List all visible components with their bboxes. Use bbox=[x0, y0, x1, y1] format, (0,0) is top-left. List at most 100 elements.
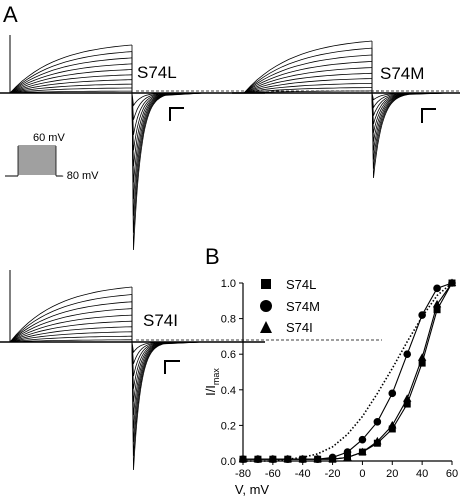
data-point-s74i bbox=[417, 353, 427, 361]
tail-current-sweep bbox=[131, 45, 205, 251]
x-tick-label: 60 bbox=[446, 468, 458, 480]
tail-current-sweep bbox=[131, 57, 205, 216]
activation-sweep bbox=[9, 44, 133, 94]
data-point-s74i bbox=[358, 447, 367, 456]
tail-current-sweep bbox=[131, 51, 205, 233]
data-point-s74m bbox=[388, 389, 397, 398]
activation-sweep bbox=[243, 87, 373, 94]
x-tick-label: 20 bbox=[386, 468, 398, 480]
data-point-s74i bbox=[268, 454, 278, 463]
legend-marker-s74l bbox=[261, 279, 271, 289]
fit-line-s74l bbox=[243, 282, 453, 460]
y-tick-label: 0.6 bbox=[221, 349, 236, 361]
x-tick-label: -20 bbox=[325, 468, 341, 480]
activation-sweep bbox=[243, 90, 373, 94]
activation-sweep bbox=[9, 308, 133, 343]
y-tick-label: 0.0 bbox=[221, 456, 236, 468]
data-point-s74l bbox=[418, 359, 426, 367]
legend-label-s74m: S74M bbox=[286, 299, 320, 314]
activation-sweep bbox=[9, 87, 132, 94]
legend-marker-s74i bbox=[260, 321, 272, 333]
activation-sweep bbox=[9, 339, 132, 343]
trace-label-s74i: S74I bbox=[143, 311, 178, 330]
data-point-s74i bbox=[313, 454, 322, 463]
activation-sweep bbox=[9, 326, 133, 343]
data-point-s74i bbox=[373, 436, 382, 445]
protocol-top-voltage: 60 mV bbox=[33, 132, 65, 144]
data-point-s74i bbox=[343, 452, 352, 461]
data-point-s74i bbox=[388, 420, 397, 429]
data-point-s74i bbox=[238, 454, 248, 463]
data-point-s74l bbox=[433, 306, 441, 314]
tail-current-sweep bbox=[131, 84, 205, 135]
activation-sweep bbox=[9, 294, 133, 343]
reference-curve bbox=[243, 282, 453, 462]
scale-bar-s74i bbox=[164, 360, 180, 374]
current-trace-s74l bbox=[0, 35, 382, 251]
activation-sweep bbox=[243, 54, 373, 94]
tail-current-sweep bbox=[131, 287, 203, 471]
data-point-s74m bbox=[403, 350, 412, 359]
data-point-s74i bbox=[447, 278, 457, 286]
data-point-s74i bbox=[432, 299, 442, 308]
activation-sweep bbox=[243, 47, 373, 94]
y-axis-title-group: I/Imax bbox=[203, 368, 221, 396]
x-tick-label: 0 bbox=[359, 468, 365, 480]
fit-line-s74m bbox=[243, 282, 453, 460]
panel-a-label: A bbox=[3, 2, 18, 27]
y-tick-label: 0.2 bbox=[221, 420, 236, 432]
y-axis-title-subscript: max bbox=[211, 368, 221, 386]
y-tick-label: 0.4 bbox=[221, 385, 236, 397]
data-point-s74m bbox=[433, 284, 441, 293]
protocol-bottom-voltage: - 80 mV bbox=[60, 170, 99, 182]
tail-current-sweep bbox=[131, 63, 205, 200]
tail-current-sweep bbox=[131, 79, 205, 151]
activation-sweep bbox=[9, 51, 133, 94]
x-tick-label: -80 bbox=[235, 468, 251, 480]
tail-current-sweep bbox=[131, 294, 203, 457]
activation-sweep bbox=[9, 79, 133, 94]
data-point-s74i bbox=[328, 454, 337, 463]
svg-text:I/Imax: I/Imax bbox=[203, 368, 221, 396]
activation-sweep bbox=[9, 74, 133, 94]
x-tick-label: -40 bbox=[295, 468, 311, 480]
legend-label-s74i: S74I bbox=[286, 320, 313, 335]
data-point-s74i bbox=[403, 394, 412, 402]
activation-sweep bbox=[9, 331, 133, 343]
activation-sweep bbox=[9, 301, 133, 343]
activation-sweep bbox=[243, 61, 373, 94]
x-tick-label: 40 bbox=[416, 468, 428, 480]
activation-sweep bbox=[9, 314, 133, 343]
trace-label-s74l: S74L bbox=[137, 63, 177, 82]
data-point-s74l bbox=[403, 400, 411, 408]
activation-sweep bbox=[243, 40, 373, 94]
data-point-s74m bbox=[373, 418, 382, 426]
voltage-protocol-inset bbox=[5, 145, 62, 177]
tail-current-sweep bbox=[371, 87, 449, 109]
data-point-s74m bbox=[418, 311, 426, 319]
current-trace-s74i bbox=[0, 270, 382, 471]
data-point-s74l bbox=[388, 425, 396, 433]
activation-sweep bbox=[9, 286, 133, 343]
trace-label-s74m: S74M bbox=[380, 64, 424, 83]
data-point-s74i bbox=[253, 454, 263, 463]
scale-bar-s74l bbox=[169, 107, 184, 121]
tail-current-sweep bbox=[371, 41, 449, 179]
activation-sweep bbox=[9, 335, 133, 343]
data-point-s74m bbox=[358, 435, 367, 444]
data-point-s74i bbox=[283, 454, 292, 463]
panel-b-label: B bbox=[205, 244, 220, 269]
x-axis-title: V, mV bbox=[235, 482, 270, 497]
legend-label-s74l: S74L bbox=[286, 277, 316, 292]
activation-sweep bbox=[9, 69, 133, 94]
legend-marker-s74m bbox=[260, 300, 272, 312]
activation-sweep bbox=[243, 78, 373, 94]
data-point-s74m bbox=[343, 448, 352, 456]
activation-sweep bbox=[9, 90, 132, 94]
scale-bar-s74m bbox=[421, 108, 436, 123]
y-axis-title: I/I bbox=[203, 385, 218, 396]
activation-sweep bbox=[243, 72, 373, 94]
fit-line-s74i bbox=[243, 282, 453, 460]
tail-current-sweep bbox=[131, 315, 203, 416]
activation-sweep bbox=[9, 57, 133, 94]
